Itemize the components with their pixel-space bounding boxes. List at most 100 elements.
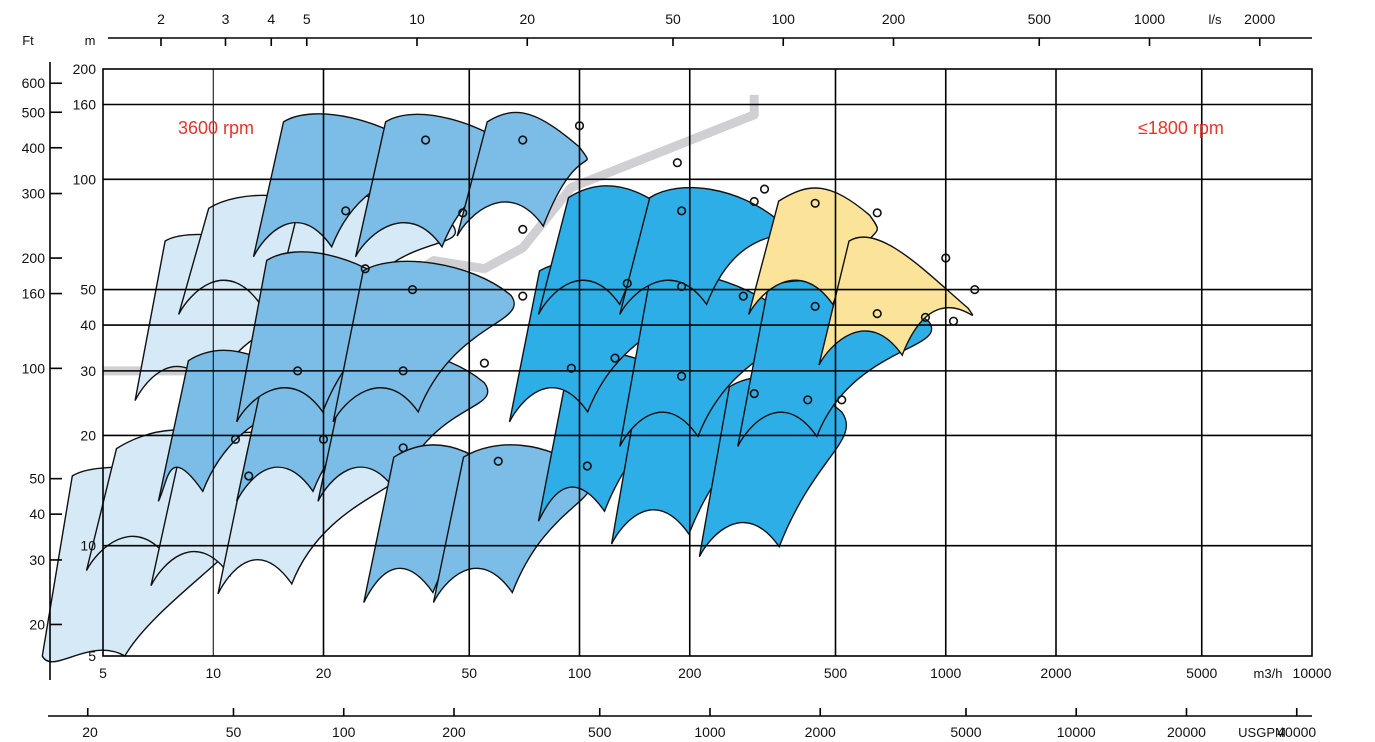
grid <box>102 68 1313 657</box>
top-axis-tick-label: 10 <box>409 11 425 27</box>
bep-point <box>872 208 882 218</box>
axes: 2 3 4 5 10 20 50 100 200 500 1000 2000 l/s 5 10 20 50 100… <box>22 11 1332 740</box>
bottom-axis-tick-label: 1000 <box>930 665 961 681</box>
usgpm-axis-tick-label: 20 <box>82 724 98 740</box>
bottom-axis-tick-label: 2000 <box>1040 665 1071 681</box>
bep-point <box>610 353 620 363</box>
bep-point <box>970 284 980 295</box>
bep-point <box>230 434 241 445</box>
head-m-tick-label: 160 <box>73 97 97 113</box>
head-m-tick-label: 10 <box>80 538 96 554</box>
bottom-axis-tick-label: 200 <box>678 665 702 681</box>
bep-point <box>244 471 254 481</box>
bep-point <box>759 184 770 194</box>
head-ft-tick-label: 50 <box>29 471 45 487</box>
bep-point <box>398 443 408 453</box>
bep-point <box>676 371 687 381</box>
bep-points <box>230 121 980 481</box>
usgpm-axis-tick-label: 2000 <box>805 724 836 740</box>
bep-point <box>810 301 820 311</box>
chart-labels: 3600 rpm ≤1800 rpm <box>178 118 1224 138</box>
bep-point <box>810 198 820 208</box>
head-m-tick-label: 30 <box>80 363 96 379</box>
bep-point <box>672 158 682 168</box>
bottom-axis-tick-label: 100 <box>568 665 592 681</box>
bep-point <box>293 366 303 376</box>
usgpm-axis-unit: USGPM <box>1238 725 1286 740</box>
head-m-tick-label: 5 <box>88 648 96 664</box>
head-ft-tick-label: 200 <box>22 250 46 266</box>
top-axis-tick-label: 4 <box>267 11 275 27</box>
bep-point <box>738 291 748 301</box>
head-m-tick-label: 20 <box>80 427 96 443</box>
head-ft-unit: Ft <box>22 33 34 48</box>
usgpm-axis-tick-label: 20000 <box>1167 724 1206 740</box>
pump-curve-area <box>818 236 974 366</box>
bottom-axis-unit: m3/h <box>1254 666 1283 681</box>
bep-point <box>493 456 503 466</box>
bottom-axis-tick-label: 500 <box>824 665 848 681</box>
top-axis-tick-label: 2000 <box>1244 11 1275 27</box>
usgpm-axis-tick-label: 100 <box>332 724 356 740</box>
top-axis-unit: l/s <box>1209 12 1223 27</box>
usgpm-axis-tick-label: 500 <box>588 724 612 740</box>
bep-point <box>920 312 931 322</box>
head-m-tick-label: 200 <box>73 61 97 77</box>
head-m-tick-label: 50 <box>80 282 96 298</box>
bep-point <box>948 316 959 326</box>
bep-point <box>518 224 528 234</box>
rpm-label-1800: ≤1800 rpm <box>1138 118 1224 138</box>
bottom-axis-tick-label: 5 <box>99 665 107 681</box>
bep-point <box>837 395 847 405</box>
usgpm-axis-tick-label: 50 <box>226 724 242 740</box>
bep-point <box>420 135 431 145</box>
head-ft-tick-label: 100 <box>22 360 46 376</box>
usgpm-axis-tick-label: 200 <box>442 724 466 740</box>
usgpm-axis-tick-label: 5000 <box>950 724 981 740</box>
bep-point <box>582 461 592 471</box>
usgpm-axis-tick-label: 40000 <box>1277 724 1316 740</box>
head-ft-tick-label: 600 <box>22 75 46 91</box>
top-axis-tick-label: 2 <box>157 11 165 27</box>
bep-point <box>318 434 329 445</box>
bep-point <box>566 363 576 373</box>
pump-curve-area <box>619 187 784 315</box>
bep-point <box>341 206 351 216</box>
bep-point <box>407 284 418 295</box>
head-ft-tick-label: 40 <box>29 506 45 522</box>
top-axis-tick-label: 20 <box>519 11 535 27</box>
plot-frame <box>102 68 1313 657</box>
top-axis-tick-label: 100 <box>772 11 796 27</box>
head-m-tick-label: 40 <box>80 317 96 333</box>
bep-point <box>398 366 408 376</box>
top-axis-tick-label: 1000 <box>1134 11 1165 27</box>
head-ft-tick-label: 500 <box>22 104 46 120</box>
pump-curve-area <box>456 111 588 237</box>
bep-point <box>803 395 813 405</box>
head-ft-tick-label: 160 <box>22 286 46 302</box>
bep-point <box>479 358 490 368</box>
bep-point <box>941 253 951 263</box>
bottom-axis-tick-label: 10000 <box>1293 665 1332 681</box>
bep-point <box>518 135 528 145</box>
head-ft-tick-label: 20 <box>29 616 45 632</box>
head-m-unit: m <box>85 33 96 48</box>
top-axis-tick-label: 5 <box>303 11 311 27</box>
bottom-axis-tick-label: 5000 <box>1186 665 1217 681</box>
top-axis-tick-label: 50 <box>665 11 681 27</box>
bep-point <box>749 196 759 207</box>
head-ft-tick-label: 30 <box>29 552 45 568</box>
bep-point <box>574 121 585 131</box>
pump-curve-areas <box>41 94 974 663</box>
top-axis-tick-label: 500 <box>1028 11 1052 27</box>
bep-point <box>676 206 687 216</box>
usgpm-axis-tick-label: 1000 <box>694 724 725 740</box>
bep-point <box>676 281 687 292</box>
top-axis-tick-label: 3 <box>222 11 230 27</box>
bep-point <box>749 389 759 399</box>
head-ft-tick-label: 300 <box>22 186 46 202</box>
bep-point <box>872 308 882 319</box>
bep-point <box>360 264 370 274</box>
top-axis-tick-label: 200 <box>882 11 906 27</box>
